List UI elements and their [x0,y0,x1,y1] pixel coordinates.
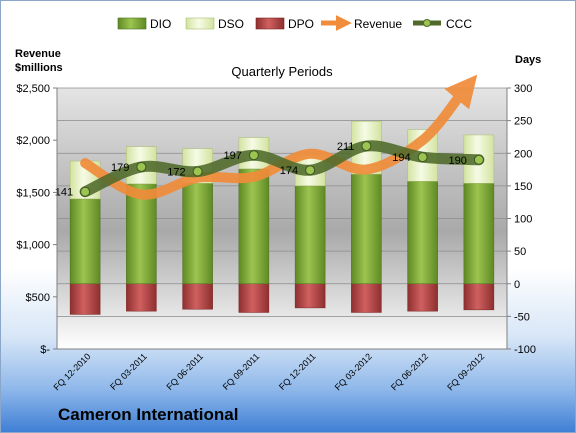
x-tick-label: FQ 09-2011 [221,351,262,392]
x-tick-label: FQ 06-2012 [389,351,430,392]
left-tick-label: $- [40,344,50,356]
ccc-point [417,152,428,163]
x-tick-label: FQ 03-2011 [108,351,149,392]
right-tick-label: 50 [514,246,526,258]
ccc-point [305,165,316,176]
bar-dpo [238,283,270,313]
legend-ccc-label: CCC [446,17,472,31]
left-tick-label: $2,500 [16,83,50,95]
ccc-point [80,186,91,197]
bar-dpo [351,283,382,313]
ccc-data-label: 172 [167,167,185,179]
bar-dpo [182,283,213,310]
ccc-data-label: 179 [111,162,129,174]
left-axis-title-line2: $millions [15,62,63,74]
right-tick-label: 300 [514,83,532,95]
right-tick-label: 100 [514,214,532,226]
bar-dio [407,181,438,284]
right-tick-label: 250 [514,116,532,128]
ccc-point [361,141,372,152]
ccc-point [248,150,259,161]
legend-dpo-swatch [255,17,285,30]
legend-dso-swatch [185,17,215,30]
right-tick-label: 200 [514,148,532,160]
ccc-data-label: 174 [280,165,298,177]
ccc-data-label: 197 [224,150,242,162]
bar-dpo [407,283,438,312]
bar-dio [126,183,157,284]
ccc-data-label: 190 [449,155,467,167]
legend-dpo-label: DPO [288,17,314,31]
bar-dio [182,183,213,284]
x-tick-label: FQ 09-2012 [445,351,486,392]
ccc-data-label: 211 [337,141,355,153]
bar-dio [238,168,270,284]
x-tick-label: FQ 03-2012 [333,351,374,392]
ccc-line [79,140,485,198]
x-tick-label: FQ 12-2011 [277,351,318,392]
bar-dio [69,198,101,284]
company-name: Cameron International [58,405,239,424]
bar-dpo [294,283,326,309]
bar-dio [294,185,326,284]
chart-subtitle: Quarterly Periods [231,64,333,79]
left-tick-label: $2,000 [16,135,50,147]
left-tick-label: $1,000 [16,240,50,252]
x-tick-label: FQ 06-2011 [164,351,205,392]
legend-ccc-marker [423,19,431,27]
lines [79,74,485,200]
bar-dio [463,183,495,284]
left-tick-label: $500 [26,292,50,304]
ccc-data-label: 194 [392,152,410,164]
right-tick-label: 0 [514,279,520,291]
ccc-point [473,154,484,165]
right-tick-label: -50 [514,311,530,323]
ccc-data-label: 141 [55,187,73,199]
legend-revenue-label: Revenue [354,17,402,31]
ccc-point [136,161,147,172]
bar-dpo [126,283,157,312]
ccc-point [192,166,203,177]
left-axis-title-line1: Revenue [15,48,61,60]
x-tick-label: FQ 12-2010 [52,351,93,392]
legend-dso-label: DSO [218,17,244,31]
right-tick-label: 150 [514,181,532,193]
legend-dio-swatch [117,17,147,30]
bar-dio [351,173,382,285]
data-labels: 141 179 172 197 174 211 194 190 [55,141,467,199]
bar-dpo [463,283,495,311]
right-axis-title: Days [515,54,541,66]
left-tick-label: $1,500 [16,187,50,199]
legend-dio-label: DIO [150,17,171,31]
legend: DIO DSO DPO Revenue CCC [117,14,472,32]
bar-dpo [69,283,101,315]
right-tick-label: -100 [514,344,536,356]
